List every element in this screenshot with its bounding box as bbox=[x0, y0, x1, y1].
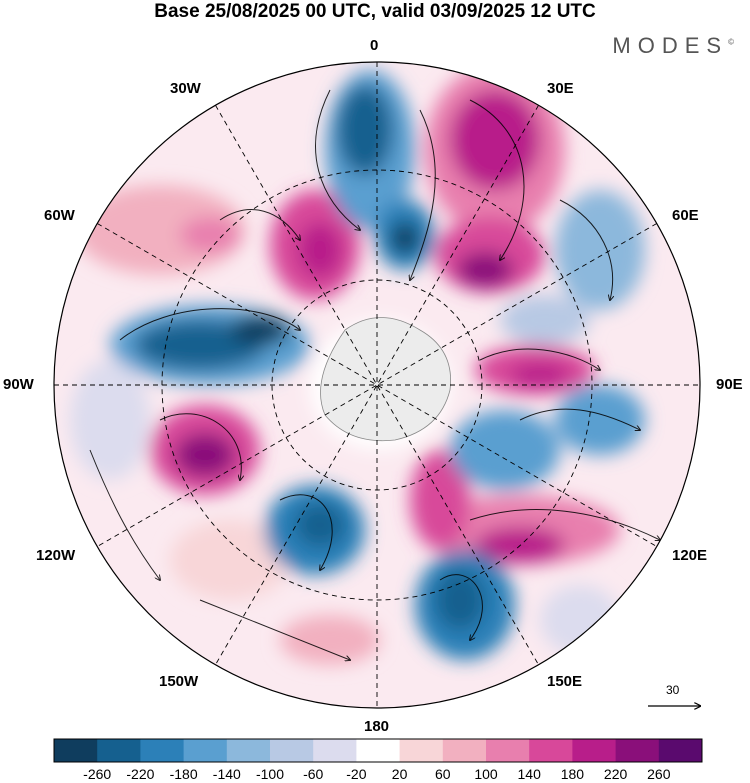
meridian-label-120e: 120E bbox=[672, 547, 708, 564]
modes-brand-logo: MODES© bbox=[612, 33, 734, 58]
colorbar-swatch bbox=[399, 739, 444, 762]
colorbar bbox=[53, 738, 703, 763]
meridian-label-90w: 90W bbox=[3, 376, 34, 393]
map-title: Base 25/08/2025 00 UTC, valid 03/09/2025… bbox=[154, 1, 596, 22]
colorbar-tick-label: 140 bbox=[517, 766, 541, 782]
meridian-label-150e: 150E bbox=[547, 673, 583, 690]
meridian-label-60e: 60E bbox=[672, 207, 699, 224]
colorbar-tick-label: -180 bbox=[169, 766, 198, 782]
colorbar-swatch bbox=[486, 739, 530, 762]
meridian-label-0: 0 bbox=[370, 37, 379, 54]
meridian-label-120w: 120W bbox=[36, 547, 76, 564]
colorbar-tick-label: -60 bbox=[303, 766, 324, 782]
meridian-label-30e: 30E bbox=[547, 80, 574, 97]
colorbar-tick-label: -20 bbox=[346, 766, 367, 782]
vector-reference-label: 30 bbox=[666, 683, 680, 697]
colorbar-tick-label: 100 bbox=[474, 766, 498, 782]
colorbar-border bbox=[53, 738, 703, 763]
graticule bbox=[54, 62, 700, 708]
colorbar-swatch bbox=[658, 739, 703, 762]
colorbar-swatch bbox=[140, 739, 185, 762]
colorbar-swatch bbox=[54, 739, 98, 762]
wind-streamlines bbox=[89, 89, 660, 660]
colorbar-swatch bbox=[615, 739, 660, 762]
colorbar-swatch bbox=[226, 739, 271, 762]
antarctica-outline bbox=[320, 317, 452, 442]
colorbar-tick-label: -220 bbox=[126, 766, 155, 782]
colorbar-tick-label: -140 bbox=[212, 766, 241, 782]
meridian-label-90e: 90E bbox=[716, 376, 743, 393]
colorbar-swatch bbox=[529, 739, 573, 762]
colorbar-swatch bbox=[572, 739, 617, 762]
colorbar-tick-label: 60 bbox=[435, 766, 451, 782]
colorbar-swatch bbox=[442, 739, 487, 762]
colorbar-swatch bbox=[313, 739, 357, 762]
colorbar-tick-label: 260 bbox=[647, 766, 671, 782]
colorbar-swatch bbox=[356, 739, 401, 762]
meridian-label-30w: 30W bbox=[170, 80, 201, 97]
meridian-label-180: 180 bbox=[364, 718, 390, 735]
colorbar-tick-label: 20 bbox=[391, 766, 408, 782]
colorbar-tick-label: 220 bbox=[603, 766, 628, 782]
map-border bbox=[53, 61, 701, 709]
colorbar-swatch bbox=[183, 739, 228, 762]
meridian-label-150w: 150W bbox=[159, 673, 199, 690]
colorbar-tick-label: 180 bbox=[560, 766, 585, 782]
meridian-label-60w: 60W bbox=[44, 207, 75, 224]
colorbar-swatch bbox=[97, 739, 141, 762]
colorbar-tick-label: -260 bbox=[83, 766, 112, 782]
colorbar-swatch bbox=[270, 739, 314, 762]
colorbar-tick-label: -100 bbox=[255, 766, 285, 782]
